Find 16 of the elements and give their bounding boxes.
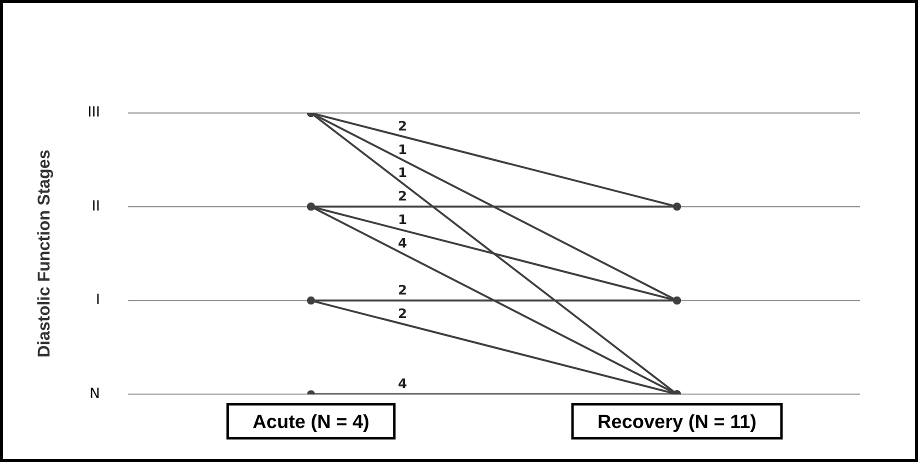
ref-line-label: III [88, 104, 100, 121]
series-label: 1 [398, 166, 408, 182]
ref-line-label: II [92, 198, 100, 214]
series-label: 1 [398, 142, 408, 158]
x-tick-label: Acute (N = 4) [252, 412, 370, 433]
series-label: 4 [398, 236, 408, 252]
series-label: 2 [398, 119, 408, 134]
x-tick-label: Recovery (N = 11) [598, 412, 756, 433]
series-label: 4 [398, 377, 408, 392]
ref-line-label: N [90, 386, 100, 402]
y-axis-title: Diastolic Function Stages [34, 150, 54, 358]
series-label: 2 [398, 283, 408, 298]
series-label: 2 [398, 190, 408, 205]
ref-line-label: I [96, 292, 100, 308]
series-label: 1 [398, 212, 408, 228]
series-label: 2 [398, 306, 408, 322]
